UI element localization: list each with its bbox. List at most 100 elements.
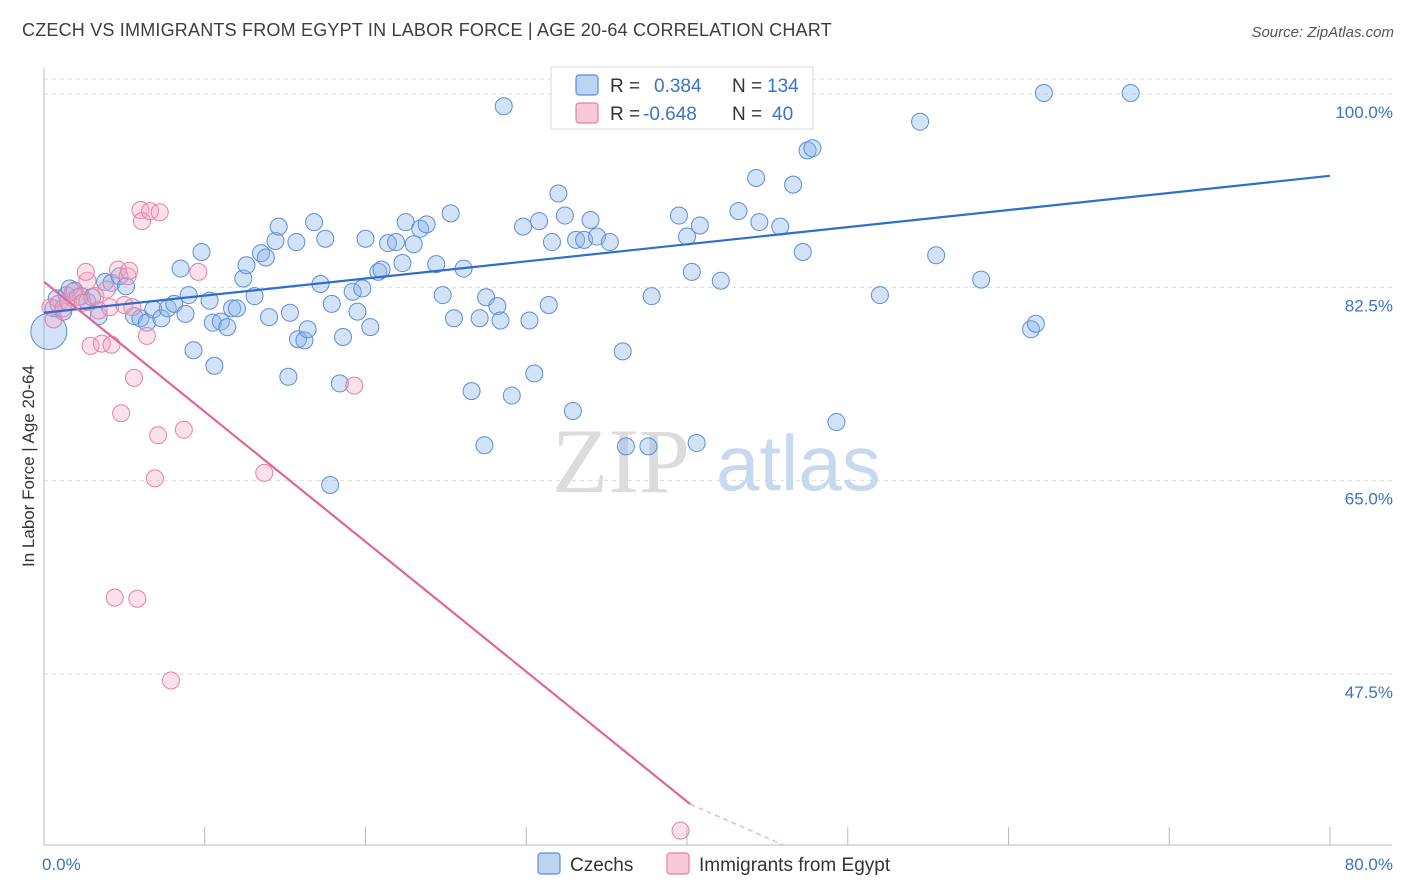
czechs-point xyxy=(475,436,494,455)
egypt-point xyxy=(137,326,156,345)
x-tick-label-end: 80.0% xyxy=(1345,855,1393,874)
czechs-point xyxy=(192,242,211,261)
czechs-point xyxy=(279,367,298,386)
czechs-point xyxy=(444,309,463,328)
czechs-point xyxy=(1034,83,1053,102)
czechs-point xyxy=(549,184,568,203)
egypt-point xyxy=(161,671,180,690)
czechs-point xyxy=(690,216,709,235)
czechs-point xyxy=(427,255,446,274)
czechs-point xyxy=(687,434,706,453)
chart-title: CZECH VS IMMIGRANTS FROM EGYPT IN LABOR … xyxy=(22,20,832,40)
czechs-point xyxy=(387,233,406,252)
czechs-point xyxy=(771,217,790,236)
czechs-point xyxy=(555,206,574,225)
czechs-point xyxy=(441,204,460,223)
egypt-point xyxy=(76,262,95,281)
y-tick-label: 65.0% xyxy=(1345,490,1393,509)
egypt-point xyxy=(128,589,147,608)
egypt-n-label: N = xyxy=(732,104,762,125)
y-axis-label: In Labor Force | Age 20-64 xyxy=(19,365,38,567)
egypt-n-value: 40 xyxy=(772,104,793,125)
czechs-point xyxy=(266,231,285,250)
watermark-zip: ZIP xyxy=(552,410,690,512)
czechs-point xyxy=(793,242,812,261)
czechs-point xyxy=(321,476,340,495)
egypt-point xyxy=(102,335,121,354)
czechs-point xyxy=(343,282,362,301)
czechs-point xyxy=(581,210,600,229)
y-tick-labels: 47.5% 65.0% 82.5% 100.0% xyxy=(1335,103,1393,702)
czechs-point xyxy=(750,213,769,232)
czechs-point xyxy=(256,248,275,267)
egypt-r-value: -0.648 xyxy=(643,104,697,125)
czechs-point xyxy=(227,299,246,318)
czechs-point xyxy=(433,286,452,305)
egypt-point xyxy=(189,262,208,281)
czechs-point xyxy=(502,386,521,405)
czechs-point xyxy=(525,364,544,383)
egypt-point xyxy=(145,469,164,488)
egypt-point xyxy=(345,376,364,395)
egypt-point xyxy=(68,288,87,307)
czechs-r-label: R = xyxy=(610,76,640,97)
czechs-point xyxy=(911,112,930,131)
czechs-swatch xyxy=(575,74,599,96)
axes xyxy=(43,68,1392,846)
czechs-point xyxy=(1121,83,1140,102)
czechs-point xyxy=(137,313,156,332)
egypt-point xyxy=(141,202,160,221)
czechs-point xyxy=(260,308,279,327)
czechs-point xyxy=(784,175,803,194)
x-tick-labels: 0.0% 80.0% xyxy=(42,855,1393,874)
czechs-point xyxy=(470,309,489,328)
egypt-point xyxy=(81,336,100,355)
czechs-point xyxy=(1022,320,1041,339)
czechs-point xyxy=(514,217,533,236)
legend-czechs-label: Czechs xyxy=(570,855,633,876)
czechs-point xyxy=(530,212,549,231)
czechs-point xyxy=(245,287,264,306)
czechs-point xyxy=(179,286,198,305)
egypt-point xyxy=(149,426,168,445)
legend-egypt-swatch xyxy=(666,852,690,875)
egypt-point xyxy=(86,287,105,306)
czechs-point xyxy=(542,233,561,252)
czechs-trend-line xyxy=(43,174,1331,314)
czechs-point xyxy=(152,309,171,328)
egypt-point xyxy=(150,203,169,222)
czechs-point xyxy=(972,270,991,289)
czechs-point xyxy=(356,229,375,248)
czechs-point xyxy=(494,97,513,116)
y-tick-label: 82.5% xyxy=(1345,296,1393,315)
czechs-point xyxy=(316,229,335,248)
czechs-point xyxy=(218,318,237,337)
czechs-point xyxy=(330,374,349,393)
czechs-point xyxy=(171,259,190,278)
czechs-point xyxy=(520,311,539,330)
czechs-point xyxy=(295,331,314,350)
czechs-point xyxy=(563,402,582,421)
czechs-point xyxy=(539,296,558,315)
czechs-point xyxy=(393,254,412,273)
egypt-trend-extension xyxy=(689,803,784,846)
egypt-point xyxy=(125,368,144,387)
czechs-point xyxy=(729,202,748,221)
egypt-trend-line xyxy=(43,280,691,805)
czechs-point xyxy=(600,233,619,252)
czechs-point xyxy=(711,271,730,290)
egypt-point xyxy=(174,420,193,439)
watermark-atlas: atlas xyxy=(716,419,881,507)
czechs-point xyxy=(30,313,68,351)
czechs-point xyxy=(1026,314,1045,333)
czechs-point xyxy=(927,246,946,265)
czechs-point xyxy=(491,311,510,330)
egypt-point xyxy=(105,588,124,607)
czechs-point xyxy=(803,139,822,158)
czechs-point xyxy=(747,169,766,188)
czechs-point xyxy=(616,437,635,456)
czechs-point xyxy=(639,437,658,456)
czechs-point xyxy=(417,215,436,234)
czechs-point xyxy=(372,260,391,279)
